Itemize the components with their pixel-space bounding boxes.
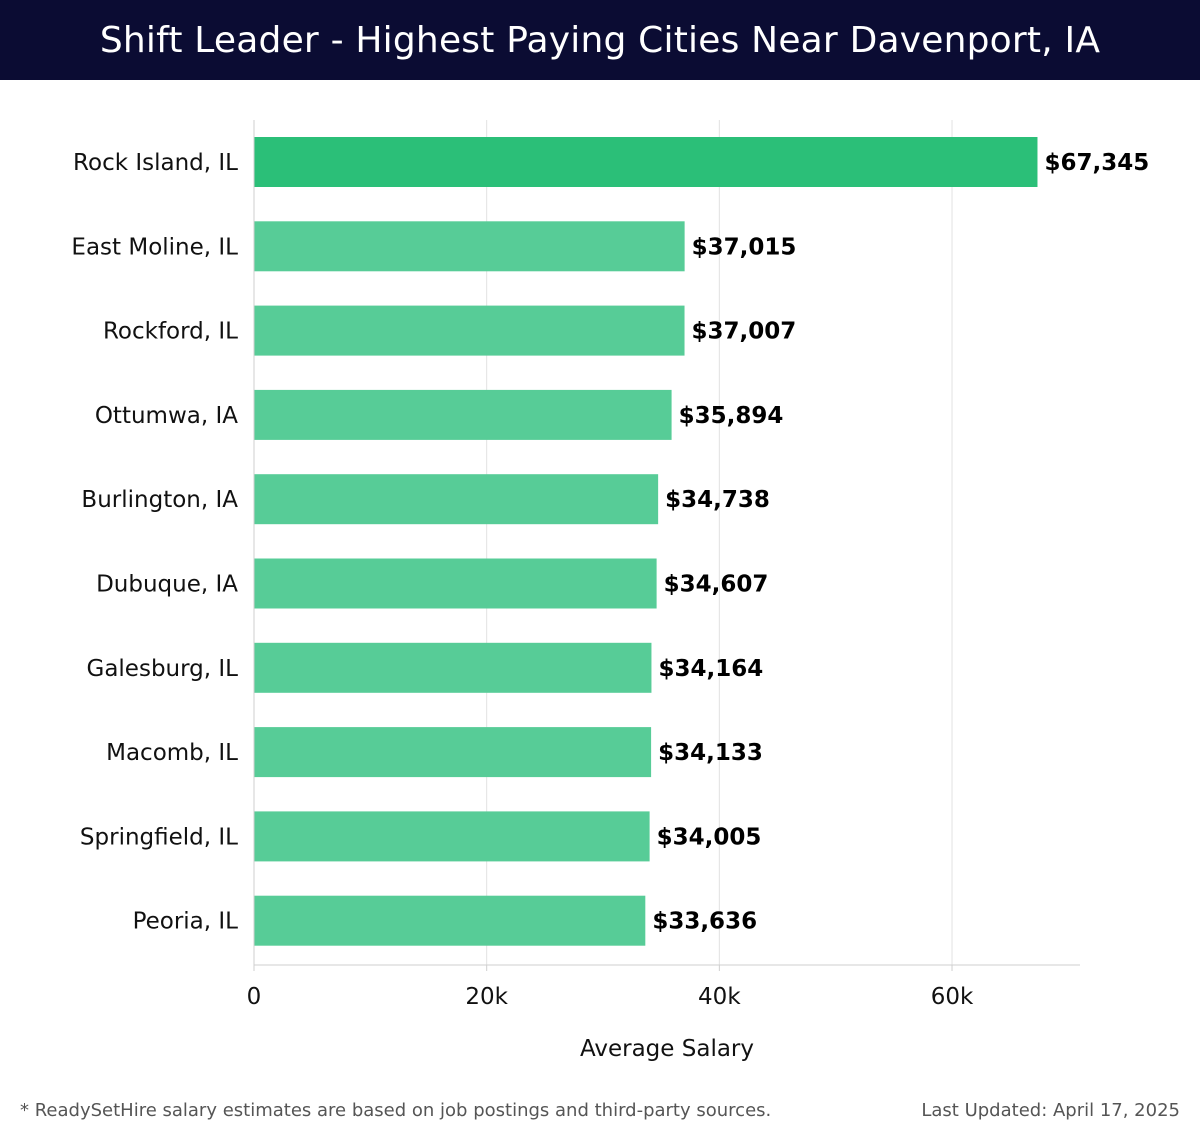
category-label: East Moline, IL <box>71 234 238 260</box>
value-label: $34,005 <box>657 824 762 850</box>
bar <box>254 558 657 609</box>
bar-chart: Rock Island, IL $67,345 East Moline, IL $37… <box>71 120 1149 1062</box>
value-label: $37,015 <box>692 234 797 260</box>
bar <box>254 389 672 440</box>
last-updated: Last Updated: April 17, 2025 <box>921 1100 1180 1121</box>
bar <box>254 474 659 525</box>
bar <box>254 895 646 946</box>
value-label: $67,345 <box>1044 150 1149 176</box>
chart-title: Shift Leader - Highest Paying Cities Nea… <box>99 19 1101 61</box>
category-label: Dubuque, IA <box>96 572 238 598</box>
category-label: Rock Island, IL <box>73 150 238 176</box>
category-label: Galesburg, IL <box>87 656 239 682</box>
value-label: $34,164 <box>658 656 763 682</box>
category-label: Rockford, IL <box>103 319 238 345</box>
category-label: Springfield, IL <box>80 824 238 850</box>
x-tick-label: 60k <box>931 984 974 1010</box>
value-label: $34,133 <box>658 740 763 766</box>
x-axis-title: Average Salary <box>580 1036 754 1062</box>
category-label: Ottumwa, IA <box>95 403 238 429</box>
bar <box>254 727 652 778</box>
bar <box>254 811 650 862</box>
category-label: Burlington, IA <box>81 487 238 513</box>
x-tick-label: 0 <box>247 984 262 1010</box>
x-tick-label: 20k <box>465 984 508 1010</box>
bar <box>254 305 685 356</box>
chart-title-bar: Shift Leader - Highest Paying Cities Nea… <box>0 0 1200 80</box>
value-label: $33,636 <box>652 909 757 935</box>
category-label: Peoria, IL <box>133 909 239 935</box>
footer-note: * ReadySetHire salary estimates are base… <box>20 1100 772 1121</box>
value-label: $35,894 <box>679 403 784 429</box>
category-label: Macomb, IL <box>106 740 238 766</box>
value-label: $34,607 <box>664 572 769 598</box>
x-tick-label: 40k <box>698 984 741 1010</box>
bar <box>254 221 685 272</box>
bar <box>254 137 1038 187</box>
bar <box>254 642 652 693</box>
value-label: $37,007 <box>692 319 797 345</box>
value-label: $34,738 <box>665 487 770 513</box>
